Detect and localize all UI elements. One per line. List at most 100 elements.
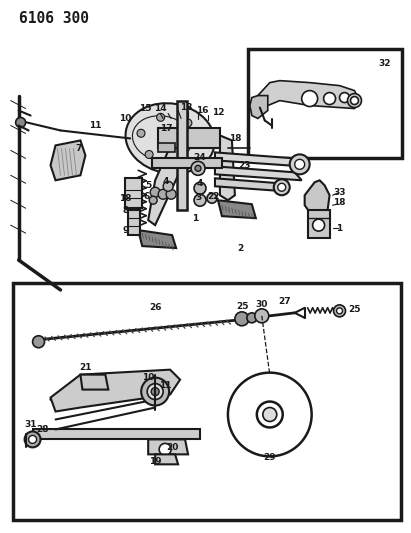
Text: 21: 21	[79, 363, 92, 372]
Text: 6: 6	[143, 192, 149, 201]
Polygon shape	[215, 152, 302, 166]
Text: 1: 1	[192, 214, 198, 223]
Text: 20: 20	[166, 443, 178, 452]
Polygon shape	[215, 166, 302, 180]
Polygon shape	[246, 386, 294, 442]
Circle shape	[274, 179, 290, 195]
Polygon shape	[51, 370, 180, 411]
Circle shape	[137, 130, 145, 137]
Text: 29: 29	[263, 453, 276, 462]
Polygon shape	[308, 210, 330, 238]
Text: 12: 12	[212, 108, 224, 117]
Circle shape	[247, 313, 257, 323]
Polygon shape	[250, 95, 268, 118]
Text: 24: 24	[194, 153, 206, 162]
Text: 26: 26	[149, 303, 162, 312]
Circle shape	[158, 189, 168, 199]
Circle shape	[323, 93, 335, 104]
Polygon shape	[128, 210, 140, 235]
Circle shape	[207, 193, 217, 203]
Text: 5: 5	[145, 181, 151, 190]
Polygon shape	[177, 101, 187, 210]
Circle shape	[149, 196, 157, 204]
Text: 14: 14	[154, 104, 166, 113]
Circle shape	[194, 182, 206, 194]
Text: 25: 25	[348, 305, 361, 314]
Text: 33: 33	[333, 188, 346, 197]
Circle shape	[235, 312, 249, 326]
Text: 30: 30	[256, 301, 268, 309]
Circle shape	[313, 219, 325, 231]
Circle shape	[150, 187, 160, 197]
Circle shape	[192, 139, 199, 147]
Text: 7: 7	[75, 144, 82, 153]
Polygon shape	[218, 200, 256, 218]
Text: 31: 31	[24, 420, 37, 429]
Text: 4: 4	[163, 177, 169, 186]
Text: 23: 23	[239, 161, 251, 170]
Polygon shape	[220, 135, 235, 200]
Text: 25: 25	[237, 302, 249, 311]
Polygon shape	[125, 179, 142, 208]
Circle shape	[195, 165, 201, 171]
Text: 2: 2	[237, 244, 243, 253]
Text: 4: 4	[197, 179, 203, 188]
Polygon shape	[148, 439, 188, 454]
Circle shape	[16, 117, 25, 127]
Circle shape	[348, 94, 361, 108]
Circle shape	[194, 194, 206, 206]
Text: 17: 17	[160, 124, 173, 133]
Polygon shape	[32, 430, 200, 439]
Text: 19: 19	[149, 457, 162, 466]
Text: 11: 11	[159, 381, 171, 390]
Text: 28: 28	[36, 425, 49, 434]
Circle shape	[32, 336, 44, 348]
Circle shape	[351, 96, 358, 104]
Circle shape	[147, 384, 163, 400]
Text: 1: 1	[337, 224, 343, 232]
Text: 6106 300: 6106 300	[18, 11, 89, 26]
Circle shape	[25, 431, 41, 447]
Circle shape	[263, 408, 277, 422]
Text: 10: 10	[119, 114, 132, 123]
Polygon shape	[155, 454, 178, 464]
Polygon shape	[148, 135, 185, 225]
Circle shape	[302, 91, 318, 107]
Text: 16: 16	[196, 106, 208, 115]
Text: 13: 13	[180, 103, 192, 112]
Polygon shape	[258, 80, 360, 109]
Circle shape	[290, 155, 309, 174]
Circle shape	[278, 183, 286, 191]
Circle shape	[334, 305, 346, 317]
Circle shape	[141, 377, 169, 406]
Text: 18: 18	[229, 134, 241, 143]
Text: 3: 3	[195, 193, 201, 201]
Bar	[248, 49, 402, 158]
Polygon shape	[158, 128, 220, 148]
Polygon shape	[215, 179, 285, 191]
Circle shape	[157, 114, 165, 122]
Circle shape	[29, 435, 37, 443]
Bar	[13, 283, 401, 520]
Polygon shape	[305, 180, 330, 215]
Circle shape	[173, 155, 181, 163]
Text: 18: 18	[119, 193, 132, 203]
Circle shape	[159, 443, 171, 455]
Text: 10: 10	[142, 373, 155, 382]
Circle shape	[191, 161, 205, 175]
Text: 22: 22	[208, 192, 220, 201]
Text: 9: 9	[122, 225, 129, 235]
Circle shape	[184, 119, 192, 127]
Text: 15: 15	[139, 104, 152, 113]
Circle shape	[228, 373, 312, 456]
Polygon shape	[81, 375, 109, 390]
Circle shape	[166, 189, 176, 199]
Circle shape	[255, 309, 269, 323]
Text: 32: 32	[378, 59, 390, 68]
Circle shape	[257, 401, 283, 427]
Circle shape	[295, 159, 305, 169]
Text: 18: 18	[333, 198, 346, 207]
Text: 11: 11	[89, 121, 102, 130]
Circle shape	[151, 387, 159, 395]
Ellipse shape	[125, 103, 215, 174]
